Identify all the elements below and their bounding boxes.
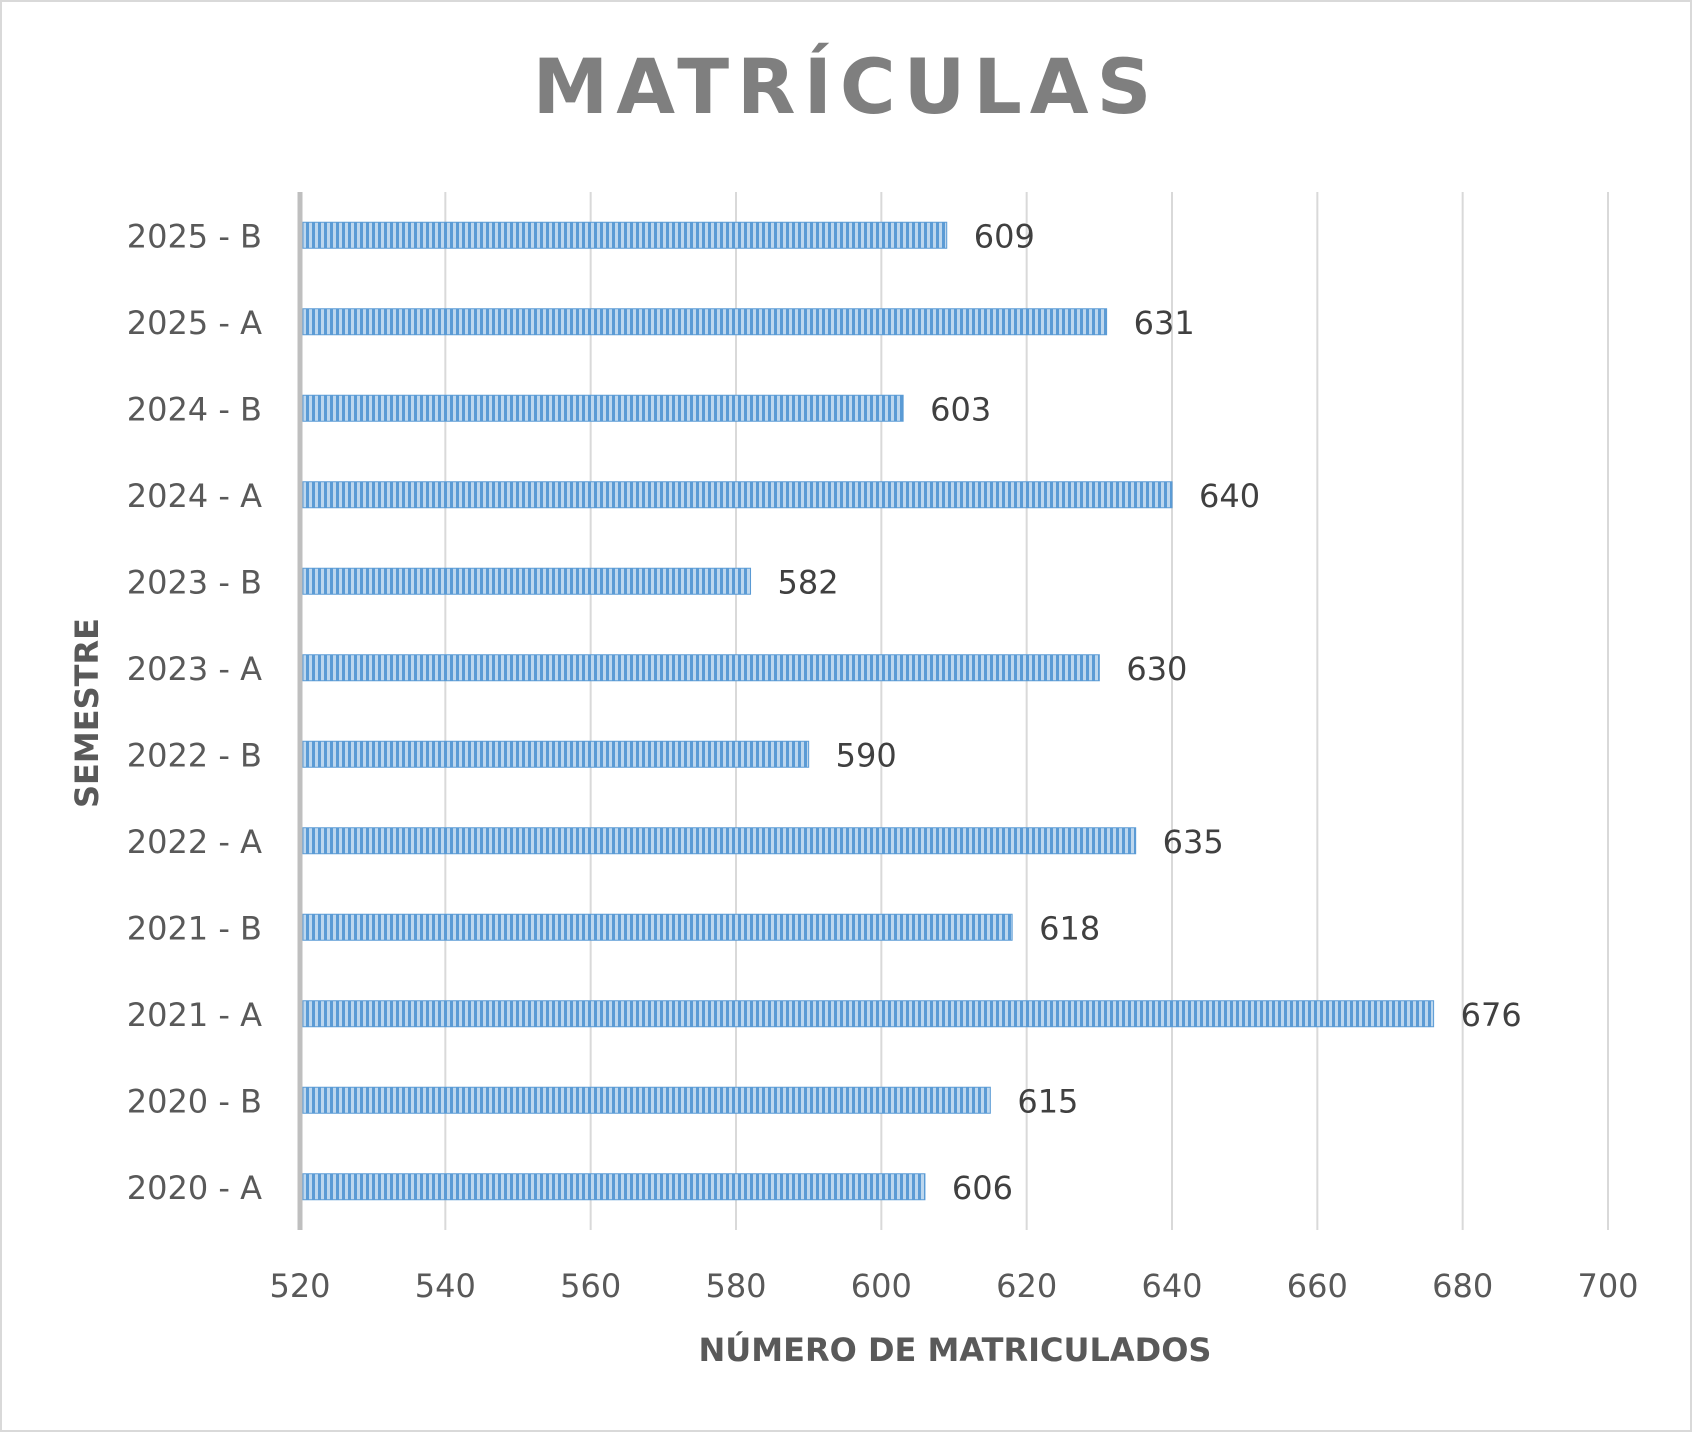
- category-label: 2022 - B: [127, 736, 262, 774]
- data-label: 615: [1017, 1082, 1078, 1120]
- x-tick-label: 660: [1287, 1267, 1348, 1305]
- category-label: 2021 - B: [127, 909, 262, 947]
- category-label: 2023 - A: [127, 650, 262, 688]
- bar: [302, 913, 1013, 941]
- chart-title: MATRÍCULAS: [533, 42, 1160, 131]
- x-tick-label: 580: [705, 1267, 766, 1305]
- data-label: 606: [952, 1169, 1013, 1207]
- data-label: 630: [1126, 650, 1187, 688]
- data-label: 603: [930, 390, 991, 428]
- data-label: 631: [1134, 304, 1195, 342]
- category-label: 2024 - A: [127, 477, 262, 515]
- bar: [302, 221, 948, 249]
- bar: [302, 740, 810, 768]
- category-label: 2023 - B: [127, 563, 262, 601]
- bar: [302, 481, 1173, 509]
- bar: [302, 1000, 1435, 1028]
- category-label: 2025 - B: [127, 217, 262, 255]
- category-label: 2022 - A: [127, 823, 262, 861]
- x-tick-label: 620: [996, 1267, 1057, 1305]
- category-label: 2025 - A: [127, 304, 262, 342]
- data-label: 590: [836, 736, 897, 774]
- category-label: 2021 - A: [127, 996, 262, 1034]
- bars: 606 615 676 618 635 590 630 582 640 603 631 609: [302, 217, 1522, 1207]
- axes: 520 540 560 580 600 620 640 660 680 700 2020 - A 20…: [127, 192, 1639, 1305]
- x-tick-label: 680: [1432, 1267, 1493, 1305]
- bar: [302, 394, 904, 422]
- bar: [302, 1086, 991, 1114]
- bar: [302, 827, 1137, 855]
- x-tick-label: 600: [851, 1267, 912, 1305]
- x-tick-label: 700: [1577, 1267, 1638, 1305]
- data-label: 635: [1163, 823, 1224, 861]
- y-axis-title: SEMESTRE: [68, 618, 106, 808]
- data-label: 676: [1461, 996, 1522, 1034]
- x-tick-label: 520: [269, 1267, 330, 1305]
- data-label: 609: [974, 217, 1035, 255]
- category-label: 2020 - A: [127, 1169, 262, 1207]
- bar: [302, 567, 752, 595]
- grid-lines: [444, 192, 1609, 1230]
- bar: [302, 1173, 926, 1201]
- data-label: 640: [1199, 477, 1260, 515]
- bar: [302, 308, 1108, 336]
- x-axis-title: NÚMERO DE MATRICULADOS: [699, 1330, 1212, 1369]
- x-tick-label: 540: [415, 1267, 476, 1305]
- data-label: 582: [778, 563, 839, 601]
- category-label: 2020 - B: [127, 1082, 262, 1120]
- bar: [302, 654, 1100, 682]
- x-tick-label: 640: [1141, 1267, 1202, 1305]
- x-tick-label: 560: [560, 1267, 621, 1305]
- data-label: 618: [1039, 909, 1100, 947]
- category-label: 2024 - B: [127, 390, 262, 428]
